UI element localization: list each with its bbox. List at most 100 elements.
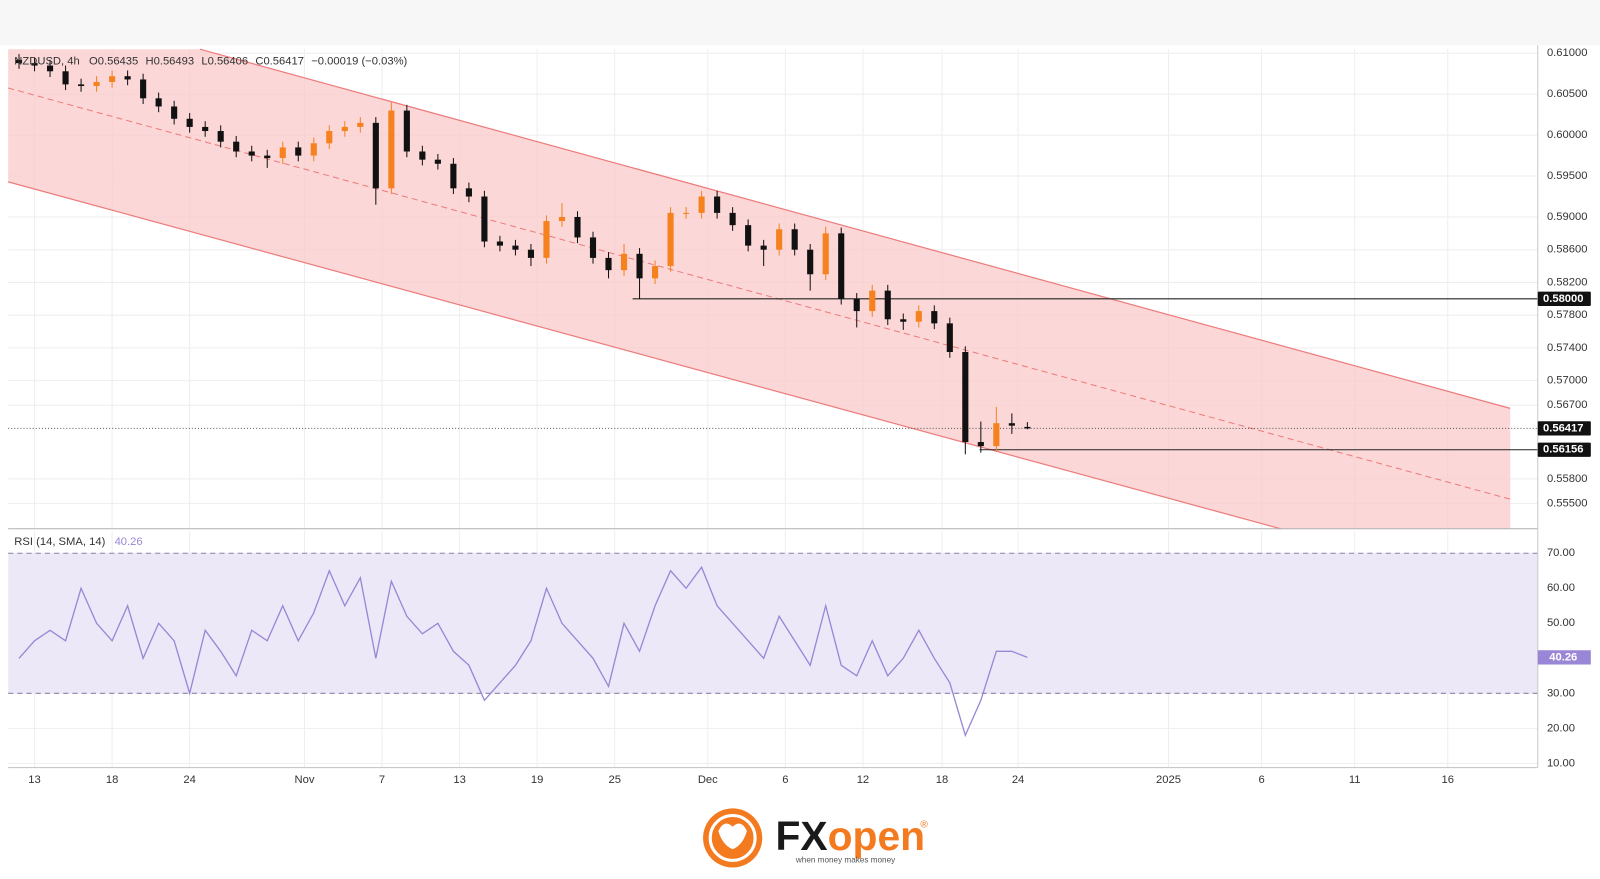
candle-body xyxy=(683,212,690,214)
rsi-line xyxy=(18,565,1028,738)
candle-body xyxy=(186,118,193,127)
x-tick-label: 16 xyxy=(1442,774,1454,786)
candle-body xyxy=(962,352,969,443)
candle-body xyxy=(326,131,333,144)
candle-body xyxy=(574,216,581,238)
candle-body xyxy=(931,311,938,324)
candle-body xyxy=(620,253,628,271)
candle-body xyxy=(667,212,674,267)
candle-body xyxy=(171,106,178,119)
candle-body xyxy=(807,249,814,275)
candle-body xyxy=(558,216,566,222)
y-tick-label: 30.00 xyxy=(1547,687,1575,699)
channel-fill xyxy=(8,49,1511,529)
candle-body xyxy=(869,290,876,312)
y-tick-label: 0.60000 xyxy=(1547,129,1588,141)
candle-body xyxy=(93,81,100,87)
ohlc-close: C0.56417 xyxy=(255,55,304,67)
candle-body xyxy=(760,245,767,250)
y-tick-label: 0.61000 xyxy=(1547,47,1588,59)
candle-body xyxy=(217,131,224,142)
candle-body xyxy=(295,147,302,156)
rsi-tag-label: 40.26 xyxy=(1549,651,1577,663)
rsi-last: 40.26 xyxy=(115,536,143,548)
y-tick-label: 0.58200 xyxy=(1547,276,1588,288)
candle-body xyxy=(341,126,348,132)
y-tick-label: 60.00 xyxy=(1547,582,1575,594)
logo-tagline: when money makes money xyxy=(795,856,896,865)
candle-body xyxy=(946,323,953,353)
x-tick-label: 24 xyxy=(183,774,195,786)
marks xyxy=(8,54,1538,738)
candle-body xyxy=(124,76,131,80)
y-tick-label: 0.58600 xyxy=(1547,244,1588,256)
candle-body xyxy=(46,65,54,72)
candle-body xyxy=(481,196,488,242)
candle-body xyxy=(155,98,162,107)
x-tick-label: 2025 xyxy=(1156,774,1181,786)
top-strip xyxy=(0,0,1600,46)
candle-body xyxy=(450,163,457,189)
y-tick-label: 70.00 xyxy=(1547,547,1575,559)
candle-body xyxy=(1008,423,1015,426)
candle-body xyxy=(776,229,783,250)
rsi-title: RSI (14, SMA, 14) xyxy=(14,536,105,548)
candle-body xyxy=(264,155,271,159)
candle-body xyxy=(651,266,659,279)
ohlc-high: H0.56493 xyxy=(145,55,194,67)
x-tick-label: 6 xyxy=(1258,774,1264,786)
logo-fx: FXopen xyxy=(776,813,926,859)
price-tag-label: 0.56417 xyxy=(1543,422,1584,434)
x-tick-label: 19 xyxy=(531,774,543,786)
x-tick-label: Dec xyxy=(698,774,718,786)
candle-body xyxy=(977,442,984,447)
x-tick-label: 18 xyxy=(106,774,118,786)
candle-body xyxy=(636,253,643,279)
logo-open-text: open xyxy=(828,813,925,859)
candle-body xyxy=(729,212,736,226)
logo-registered: ® xyxy=(920,819,928,830)
candle-body xyxy=(698,196,705,213)
candle-body xyxy=(310,143,317,156)
channel-mid xyxy=(8,87,1511,500)
price-tag xyxy=(1537,442,1591,457)
ohlc-open: O0.56435 xyxy=(89,55,138,67)
candle-body xyxy=(233,141,240,152)
candle-body xyxy=(388,110,395,189)
candle-body xyxy=(589,237,597,258)
candle-body xyxy=(78,84,85,87)
candle-body xyxy=(791,229,798,250)
x-tick-label: Nov xyxy=(294,774,314,786)
y-tick-label: 0.59000 xyxy=(1547,211,1588,223)
candle-body xyxy=(512,245,519,250)
y-tick-label: 20.00 xyxy=(1547,722,1575,734)
y-tick-label: 0.57000 xyxy=(1547,375,1588,387)
x-tick-label: 11 xyxy=(1349,774,1361,786)
x-tick-label: 6 xyxy=(782,774,788,786)
candle-body xyxy=(1024,426,1031,429)
ohlc-low: L0.56406 xyxy=(201,55,248,67)
price-tag xyxy=(1537,421,1591,436)
channel-upper xyxy=(199,48,1511,409)
candle-body xyxy=(527,249,535,258)
candle-body xyxy=(465,188,472,197)
candle-body xyxy=(745,225,752,246)
y-tick-label: 0.56700 xyxy=(1547,399,1588,411)
x-tick-label: 13 xyxy=(453,774,465,786)
candle-body xyxy=(109,76,116,82)
candle-body xyxy=(62,71,69,85)
candle-body xyxy=(248,151,255,156)
candle-body xyxy=(202,126,209,132)
ohlc-change: −0.00019 (−0.03%) xyxy=(311,55,407,67)
symbol: NZDUSD, 4h xyxy=(14,55,79,67)
logo-ring xyxy=(708,813,757,862)
candle-body xyxy=(372,122,379,189)
candle-body xyxy=(853,298,860,312)
price-tag-label: 0.56156 xyxy=(1543,444,1584,456)
y-tick-label: 0.55500 xyxy=(1547,497,1588,509)
y-tick-label: 50.00 xyxy=(1547,617,1575,629)
candle-body xyxy=(357,122,364,127)
x-tick-label: 7 xyxy=(379,774,385,786)
